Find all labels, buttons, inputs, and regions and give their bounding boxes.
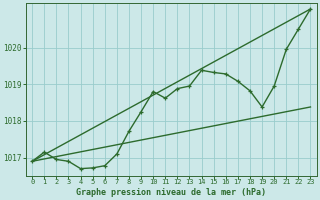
X-axis label: Graphe pression niveau de la mer (hPa): Graphe pression niveau de la mer (hPa): [76, 188, 266, 197]
